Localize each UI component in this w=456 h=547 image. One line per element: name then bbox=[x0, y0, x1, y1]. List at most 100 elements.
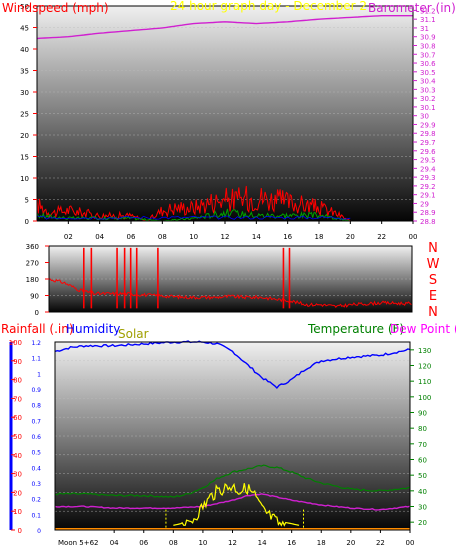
x-tick-label: 12 bbox=[228, 539, 237, 547]
x-tick-label: 00 bbox=[406, 539, 415, 547]
direction-tick-label: 360 bbox=[26, 243, 39, 251]
baro-tick-label: 28.8 bbox=[420, 218, 436, 226]
baro-tick-label: 30.1 bbox=[420, 104, 436, 112]
x-tick-label: 18 bbox=[317, 539, 326, 547]
baro-tick-label: 29 bbox=[420, 200, 429, 208]
baro-tick-label: 29.1 bbox=[420, 192, 436, 200]
x-tick-label: 16 bbox=[287, 539, 296, 547]
temp-tick-label: 110 bbox=[418, 378, 431, 386]
rain-tick-label: 0.3 bbox=[31, 481, 41, 488]
rain-tick-label: 1.2 bbox=[31, 340, 41, 347]
baro-tick-label: 28.9 bbox=[420, 209, 436, 217]
wind-low-line bbox=[36, 215, 351, 220]
humidity-tick-label: 70 bbox=[13, 395, 22, 403]
baro-axis-title: Barometer (in) bbox=[368, 1, 456, 15]
x-tick-label: 08 bbox=[158, 233, 167, 241]
baro-tick-label: 30.4 bbox=[420, 78, 436, 86]
baro-tick-label: 29.6 bbox=[420, 148, 436, 156]
compass-letter: N bbox=[428, 241, 438, 256]
baro-tick-label: 29.5 bbox=[420, 157, 436, 165]
humidity-tick-label: 20 bbox=[13, 489, 22, 497]
baro-tick-label: 29.9 bbox=[420, 121, 436, 129]
temp-tick-label: 120 bbox=[418, 363, 431, 371]
dewpoint-line bbox=[54, 493, 411, 511]
wind-tick-label: 40 bbox=[20, 46, 29, 54]
x-tick-label: 16 bbox=[283, 233, 292, 241]
x-tick-label: 12 bbox=[221, 233, 230, 241]
x-tick-label: 10 bbox=[189, 233, 198, 241]
x-tick-label: 20 bbox=[346, 233, 355, 241]
x-tick-label: 22 bbox=[377, 233, 386, 241]
temp-tick-label: 30 bbox=[418, 504, 427, 512]
rain-axis-ticks: 0 0.1 0.2 0.3 0.4 0.5 0.6 0.7 0.8 0.9 1 1.1 1.2 bbox=[31, 340, 41, 535]
humidity-tick-label: 60 bbox=[13, 414, 22, 422]
humidity-axis-ticks: 0 10 20 30 40 50 60 70 80 90 100 bbox=[9, 339, 22, 535]
rain-tick-label: 0.6 bbox=[31, 434, 41, 441]
x-tick-label: 14 bbox=[258, 539, 267, 547]
x-tick-label: 06 bbox=[127, 233, 136, 241]
rain-tick-label: 0.7 bbox=[31, 418, 41, 425]
rain-tick-label: 1.1 bbox=[31, 356, 41, 363]
direction-tick-label: 270 bbox=[26, 260, 39, 268]
rain-tick-label: 0.8 bbox=[31, 403, 41, 410]
x-tick-label: 04 bbox=[110, 539, 119, 547]
temp-tick-label: 20 bbox=[418, 519, 427, 527]
baro-tick-label: 30.2 bbox=[420, 95, 436, 103]
temp-tick-label: 50 bbox=[418, 472, 427, 480]
x-tick-label: 02 bbox=[64, 233, 73, 241]
temp-tick-label: 60 bbox=[418, 457, 427, 465]
rain-tick-label: 0.4 bbox=[31, 465, 41, 472]
graph-header-title: 24 hour graph day - December 2 bbox=[170, 0, 367, 13]
baro-tick-label: 30.6 bbox=[420, 60, 436, 68]
windspeed-line bbox=[36, 185, 413, 222]
x-tick-label: 20 bbox=[346, 539, 355, 547]
wind-axis-title: Windspeed (mph) bbox=[2, 1, 109, 15]
direction-tick-label: 90 bbox=[30, 293, 39, 301]
moon-label: Moon 5+62 bbox=[58, 539, 99, 547]
x-tick-label: 14 bbox=[252, 233, 261, 241]
temperature-axis-title: Temperature (F) bbox=[307, 322, 404, 336]
baro-tick-label: 31.2 bbox=[420, 7, 436, 15]
wind-tick-label: 20 bbox=[20, 132, 29, 140]
temp-tick-label: 90 bbox=[418, 410, 427, 418]
temp-tick-label: 40 bbox=[418, 488, 427, 496]
baro-axis-ticks: 28.828.92929.129.229.329.429.529.629.729… bbox=[413, 7, 436, 226]
rain-tick-label: 0.9 bbox=[31, 387, 41, 394]
baro-tick-label: 29.4 bbox=[420, 165, 436, 173]
humidity-tick-label: 0 bbox=[18, 527, 22, 535]
baro-tick-label: 30 bbox=[420, 113, 429, 121]
x-tick-label: 18 bbox=[315, 233, 324, 241]
x-tick-label: 06 bbox=[139, 539, 148, 547]
rain-tick-label: 0 bbox=[37, 528, 41, 535]
x-tick-label: 10 bbox=[198, 539, 207, 547]
baro-tick-label: 29.7 bbox=[420, 139, 436, 147]
baro-tick-label: 30.8 bbox=[420, 42, 436, 50]
wind-tick-label: 50 bbox=[20, 3, 29, 11]
x-tick-label: 08 bbox=[169, 539, 178, 547]
rain-tick-label: 1 bbox=[37, 371, 41, 378]
baro-tick-label: 29.2 bbox=[420, 183, 436, 191]
baro-tick-label: 29.8 bbox=[420, 130, 436, 138]
solar-title: Solar bbox=[118, 327, 149, 341]
wind-tick-label: 10 bbox=[20, 175, 29, 183]
baro-tick-label: 30.3 bbox=[420, 86, 436, 94]
rain-humidity-temp-panel: 0 0.1 0.2 0.3 0.4 0.5 0.6 0.7 0.8 0.9 1 1.1 1.2 0 10 2… bbox=[1, 322, 456, 547]
temp-tick-label: 80 bbox=[418, 425, 427, 433]
solar-line bbox=[173, 482, 300, 527]
wind-tick-label: 0 bbox=[25, 218, 29, 226]
direction-tick-label: 0 bbox=[35, 309, 39, 317]
temperature-axis-ticks: 20 30 40 50 60 70 80 90 100 110 120 130 bbox=[410, 347, 431, 527]
wind-direction-axis-ticks: 0 90 180 270 360 bbox=[26, 243, 49, 317]
wind-axis-ticks: 0 5 10 15 20 25 30 35 40 45 50 bbox=[20, 3, 37, 226]
dewpoint-axis-title: Dew Point ( bbox=[390, 322, 456, 336]
humidity-tick-label: 40 bbox=[13, 452, 22, 460]
barometer-line bbox=[36, 14, 413, 40]
humidity-tick-label: 90 bbox=[13, 358, 22, 366]
wind-tick-label: 45 bbox=[20, 25, 29, 33]
baro-tick-label: 30.5 bbox=[420, 69, 436, 77]
temperature-line bbox=[54, 464, 411, 498]
direction-tick-label: 180 bbox=[26, 276, 39, 284]
